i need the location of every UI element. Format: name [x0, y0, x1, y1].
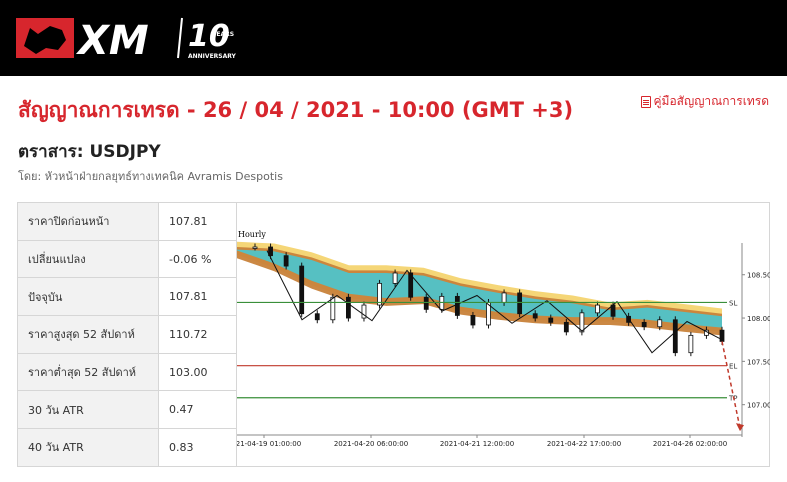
y-tick-label: 108.50: [747, 272, 770, 280]
x-tick-label: 2021-04-20 06:00:00: [334, 440, 408, 448]
anniversary-label: ANNIVERSARY: [188, 53, 237, 60]
stat-label: เปลี่ยนแปลง: [17, 239, 159, 279]
table-row: ราคาสูงสุด 52 สัปดาห์ 110.72: [17, 315, 237, 354]
table-row: ปัจจุบัน 107.81: [17, 277, 237, 317]
stat-value: 0.47: [158, 390, 237, 430]
table-row: 30 วัน ATR 0.47: [17, 390, 237, 430]
table-row: เปลี่ยนแปลง -0.06 %: [17, 239, 237, 279]
candle-body: [672, 319, 678, 354]
candle-body: [454, 295, 460, 316]
candle-body: [252, 246, 258, 249]
x-tick-label: 2021-04-21 12:00:00: [440, 440, 514, 448]
candle-body: [517, 292, 523, 315]
stat-label: ราคาปิดก่อนหน้า: [17, 202, 159, 241]
y-tick-label: 107.50: [747, 358, 770, 366]
instrument-heading: ตราสาร: USDJPY: [18, 142, 161, 162]
candle-body: [423, 296, 429, 310]
stat-label: ปัจจุบัน: [17, 277, 159, 317]
level-label-tp: TP: [728, 395, 738, 403]
stat-label: 30 วัน ATR: [17, 390, 159, 430]
candle-body: [330, 296, 336, 321]
candle-body: [361, 304, 367, 319]
x-tick-label: 2021-04-26 02:00:00: [653, 440, 727, 448]
candle-body: [408, 272, 414, 298]
stat-value: 107.81: [158, 202, 237, 241]
pdf-icon: [640, 95, 651, 108]
candle-body: [563, 321, 569, 333]
logo-divider: [177, 17, 183, 59]
candle-body: [299, 265, 305, 315]
xm-logo[interactable]: XM 10 YEARS ANNIVERSARY: [16, 14, 246, 62]
stat-label: ราคาสูงสุด 52 สัปดาห์: [17, 315, 159, 354]
x-tick-label: 2021-04-22 17:00:00: [547, 440, 621, 448]
candle-body: [346, 296, 351, 319]
table-row: 40 วัน ATR 0.83: [17, 428, 237, 467]
stat-label: 40 วัน ATR: [17, 428, 159, 467]
candle-body: [641, 321, 647, 328]
candle-body: [392, 272, 398, 284]
candle-body: [470, 315, 476, 326]
table-row: ราคาต่ำสุด 52 สัปดาห์ 103.00: [17, 352, 237, 392]
x-tick-label: 2021-04-19 01:00:00: [237, 440, 301, 448]
projection-arrow: [721, 341, 741, 429]
candle-body: [579, 312, 585, 333]
stat-value: 0.83: [158, 428, 237, 467]
candle-body: [688, 334, 694, 354]
stats-table: ราคาปิดก่อนหน้า 107.81 เปลี่ยนแปลง -0.06 %…: [17, 202, 237, 467]
zigzag-line: [266, 250, 723, 354]
chart-timeframe-label: Hourly: [238, 230, 266, 239]
candle-body: [548, 317, 554, 323]
stat-value: 107.81: [158, 277, 237, 317]
candle-body: [268, 246, 273, 257]
author-line: โดย: หัวหน้าฝ่ายกลยุทธ์ทางเทคนิค Avramis…: [18, 170, 283, 183]
signal-chart: Hourly SL EL TP 108.50 108.00 107.50 107.00 202…: [237, 202, 770, 467]
page-title: สัญญาณการเทรด - 26 / 04 / 2021 - 10:00 (…: [18, 98, 574, 122]
signal-guide-label: คู่มือสัญญาณการเทรด: [653, 94, 770, 108]
bull-icon: [24, 26, 66, 54]
candle-body: [595, 304, 600, 314]
candle-body: [657, 319, 663, 328]
level-label-sl: SL: [729, 299, 737, 307]
candle-body: [501, 292, 507, 303]
projection-arrowhead: [736, 423, 744, 432]
y-tick-label: 107.00: [747, 402, 770, 410]
candle-body: [377, 282, 382, 306]
stat-value: 103.00: [158, 352, 237, 392]
signal-guide-link[interactable]: คู่มือสัญญาณการเทรด: [640, 92, 770, 111]
candle-body: [532, 313, 538, 319]
candle-body: [314, 313, 320, 321]
stat-value: -0.06 %: [158, 239, 237, 279]
candle-body: [283, 255, 289, 267]
stat-value: 110.72: [158, 315, 237, 354]
chart-canvas: SL EL TP 108.50 108.00 107.50 107.00 2021-04-19…: [237, 241, 770, 448]
top-banner: XM 10 YEARS ANNIVERSARY: [0, 0, 787, 76]
candle-body: [719, 329, 725, 342]
y-tick-label: 108.00: [747, 315, 770, 323]
anniversary-number: 10: [188, 19, 230, 54]
logo-text: XM: [75, 18, 149, 62]
table-row: ราคาปิดก่อนหน้า 107.81: [17, 202, 237, 241]
level-label-el: EL: [729, 363, 737, 371]
stat-label: ราคาต่ำสุด 52 สัปดาห์: [17, 352, 159, 392]
anniversary-years: YEARS: [211, 31, 234, 38]
